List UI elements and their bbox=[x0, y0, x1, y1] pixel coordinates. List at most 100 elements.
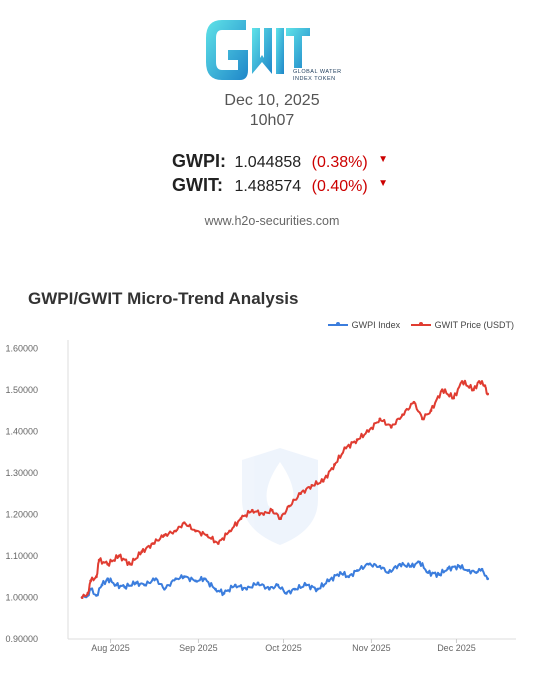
data-point[interactable] bbox=[174, 577, 178, 581]
data-point[interactable] bbox=[355, 569, 359, 572]
data-point[interactable] bbox=[100, 583, 104, 587]
data-point[interactable] bbox=[387, 571, 390, 574]
data-point[interactable] bbox=[474, 571, 478, 574]
quote-value: 1.044858 bbox=[234, 154, 302, 171]
data-point[interactable] bbox=[284, 591, 288, 595]
data-point[interactable] bbox=[123, 585, 127, 589]
data-point[interactable] bbox=[151, 542, 155, 545]
data-point[interactable] bbox=[270, 508, 274, 512]
quote-change: (0.40%) bbox=[311, 178, 368, 195]
data-point[interactable] bbox=[460, 380, 464, 383]
data-point[interactable] bbox=[202, 577, 206, 581]
data-point[interactable] bbox=[134, 581, 138, 585]
data-point[interactable] bbox=[472, 388, 475, 392]
data-point[interactable] bbox=[182, 575, 186, 579]
data-point[interactable] bbox=[128, 562, 132, 566]
data-point[interactable] bbox=[256, 581, 260, 585]
data-point[interactable] bbox=[239, 517, 243, 520]
data-point[interactable] bbox=[205, 533, 209, 537]
data-point[interactable] bbox=[182, 521, 186, 525]
data-point[interactable] bbox=[409, 564, 413, 568]
data-point[interactable] bbox=[438, 573, 441, 577]
data-point[interactable] bbox=[276, 583, 280, 587]
data-point[interactable] bbox=[174, 529, 178, 533]
x-tick-label: Oct 2025 bbox=[265, 643, 302, 653]
data-point[interactable] bbox=[483, 384, 487, 388]
data-point[interactable] bbox=[106, 577, 110, 581]
data-point[interactable] bbox=[321, 479, 325, 483]
data-point[interactable] bbox=[316, 587, 319, 591]
data-point[interactable] bbox=[446, 567, 450, 570]
data-point[interactable] bbox=[327, 579, 331, 583]
data-point[interactable] bbox=[333, 463, 336, 466]
data-point[interactable] bbox=[401, 413, 404, 417]
data-point[interactable] bbox=[94, 575, 98, 579]
data-point[interactable] bbox=[440, 388, 444, 392]
y-tick-label: 0.90000 bbox=[5, 634, 38, 644]
data-point[interactable] bbox=[477, 380, 481, 383]
website-link[interactable]: www.h2o-securities.com bbox=[204, 214, 340, 228]
data-point[interactable] bbox=[250, 508, 254, 512]
data-point[interactable] bbox=[389, 425, 393, 429]
data-point[interactable] bbox=[262, 513, 266, 516]
data-point[interactable] bbox=[279, 517, 283, 520]
data-point[interactable] bbox=[426, 571, 430, 574]
data-point[interactable] bbox=[80, 596, 84, 599]
data-point[interactable] bbox=[480, 567, 484, 571]
data-point[interactable] bbox=[367, 562, 370, 566]
data-point[interactable] bbox=[86, 591, 90, 595]
series-line-gwit[interactable] bbox=[81, 379, 489, 598]
data-point[interactable] bbox=[194, 579, 197, 583]
data-point[interactable] bbox=[486, 577, 490, 581]
data-point[interactable] bbox=[194, 529, 197, 533]
y-tick-label: 1.10000 bbox=[5, 551, 38, 561]
data-point[interactable] bbox=[114, 583, 118, 587]
series-line-gwpi[interactable] bbox=[81, 560, 489, 599]
data-point[interactable] bbox=[143, 583, 146, 587]
data-point[interactable] bbox=[367, 429, 370, 433]
data-point[interactable] bbox=[466, 569, 470, 572]
data-point[interactable] bbox=[267, 587, 271, 591]
data-point[interactable] bbox=[117, 554, 121, 558]
data-point[interactable] bbox=[222, 591, 226, 595]
y-tick-label: 1.20000 bbox=[5, 509, 38, 519]
legend-item-index[interactable]: GWPI Index bbox=[327, 320, 400, 330]
data-point[interactable] bbox=[378, 417, 382, 421]
data-point[interactable] bbox=[228, 529, 232, 533]
data-point[interactable] bbox=[304, 583, 308, 587]
data-point[interactable] bbox=[344, 446, 348, 450]
gwit-logo bbox=[206, 20, 310, 80]
y-tick-label: 1.40000 bbox=[5, 426, 38, 436]
data-point[interactable] bbox=[154, 577, 158, 581]
data-point[interactable] bbox=[429, 409, 433, 412]
data-point[interactable] bbox=[293, 587, 297, 591]
data-point[interactable] bbox=[140, 550, 144, 554]
data-point[interactable] bbox=[310, 483, 314, 487]
data-point[interactable] bbox=[94, 593, 98, 597]
data-point[interactable] bbox=[452, 396, 456, 400]
data-point[interactable] bbox=[421, 417, 424, 421]
data-point[interactable] bbox=[338, 571, 342, 574]
data-point[interactable] bbox=[355, 438, 359, 442]
data-point[interactable] bbox=[245, 587, 249, 591]
data-point[interactable] bbox=[412, 400, 416, 404]
data-point[interactable] bbox=[216, 542, 220, 545]
legend-item-price[interactable]: GWIT Price (USDT) bbox=[410, 320, 514, 330]
report-date: Dec 10, 2025 bbox=[224, 92, 320, 109]
data-point[interactable] bbox=[457, 564, 461, 568]
data-point[interactable] bbox=[233, 583, 237, 587]
data-point[interactable] bbox=[163, 533, 166, 537]
data-point[interactable] bbox=[486, 392, 490, 396]
data-point[interactable] bbox=[347, 575, 351, 579]
data-point[interactable] bbox=[97, 558, 101, 562]
data-point[interactable] bbox=[89, 579, 93, 583]
data-point[interactable] bbox=[106, 562, 110, 566]
data-point[interactable] bbox=[378, 564, 382, 568]
data-point[interactable] bbox=[163, 587, 166, 591]
data-point[interactable] bbox=[214, 587, 217, 591]
data-point[interactable] bbox=[287, 504, 291, 508]
data-point[interactable] bbox=[418, 560, 421, 564]
data-point[interactable] bbox=[299, 492, 302, 496]
data-point[interactable] bbox=[398, 562, 402, 566]
quote-change: (0.38%) bbox=[311, 154, 368, 171]
